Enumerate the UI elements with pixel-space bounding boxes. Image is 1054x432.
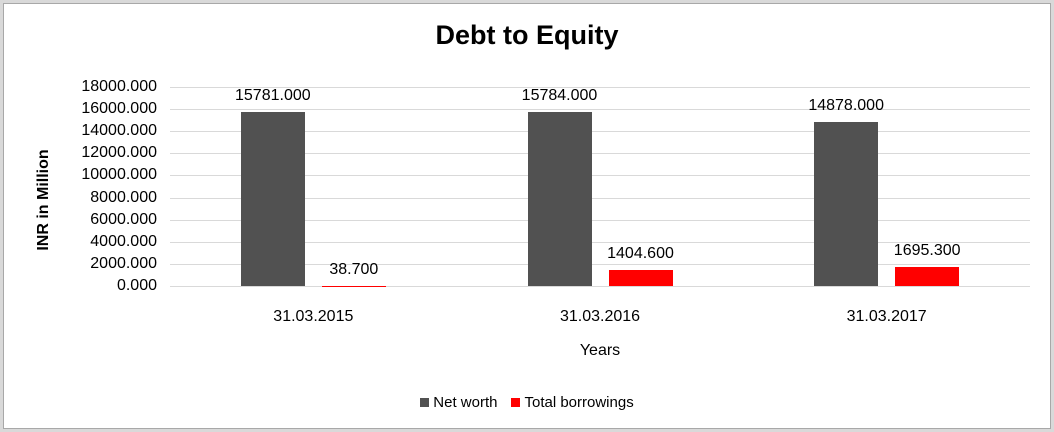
gridline	[170, 153, 1030, 155]
data-label-total-borrowings-31-03-2015: 38.700	[329, 260, 379, 278]
x-category-label-31-03-2015: 31.03.2015	[273, 308, 354, 325]
legend-item-total-borrowings: Total borrowings	[511, 394, 634, 411]
gridline	[170, 131, 1030, 133]
y-tick-label: 10000.000	[81, 166, 157, 184]
y-tick-label: 0.000	[116, 277, 157, 294]
y-tick-label: 2000.000	[90, 254, 157, 272]
y-tick-label: 8000.000	[90, 188, 157, 206]
legend-label-net-worth: Net worth	[433, 394, 498, 411]
y-tick-label: 18000.000	[81, 78, 157, 95]
gridline	[170, 175, 1030, 177]
gridline	[170, 286, 1030, 287]
data-label-net-worth-31-03-2017: 14878.000	[808, 96, 884, 114]
data-label-net-worth-31-03-2016: 15784.000	[521, 86, 598, 104]
gridline	[170, 219, 1030, 221]
gridline	[170, 87, 1030, 88]
bar-total-borrowings-31-03-2017	[895, 267, 960, 286]
y-tick-label: 14000.000	[81, 122, 157, 140]
plot-area: 15781.000 38.700 15784.000 1404.600 14878.00…	[170, 86, 1030, 287]
chart-title: Debt to Equity	[435, 20, 619, 50]
bar-net-worth-31-03-2016	[527, 111, 592, 286]
legend-swatch-net-worth	[420, 398, 430, 407]
y-tick-label: 12000.000	[81, 144, 157, 162]
legend-item-net-worth: Net worth	[420, 394, 497, 411]
bar-total-borrowings-31-03-2016	[608, 270, 673, 286]
y-tick-label: 6000.000	[90, 210, 157, 228]
x-axis-title: Years	[579, 342, 621, 359]
data-label-total-borrowings-31-03-2016: 1404.600	[607, 245, 674, 263]
y-tick-label: 4000.000	[90, 232, 157, 250]
legend: Net worth Total borrowings	[0, 394, 1054, 411]
legend-label-total-borrowings: Total borrowings	[524, 394, 634, 411]
data-label-total-borrowings-31-03-2017: 1695.300	[893, 242, 961, 260]
legend-swatch-total-borrowings	[511, 398, 521, 407]
data-label-net-worth-31-03-2015: 15781.000	[235, 86, 311, 104]
gridline	[170, 109, 1030, 111]
gridline	[170, 241, 1030, 243]
x-category-label-31-03-2016: 31.03.2016	[559, 308, 641, 325]
gridline	[170, 263, 1030, 265]
bar-net-worth-31-03-2015	[240, 111, 305, 286]
y-tick-label: 16000.000	[81, 100, 157, 118]
x-category-label-31-03-2017: 31.03.2017	[846, 308, 927, 325]
bar-net-worth-31-03-2017	[814, 121, 879, 286]
gridline	[170, 197, 1030, 199]
